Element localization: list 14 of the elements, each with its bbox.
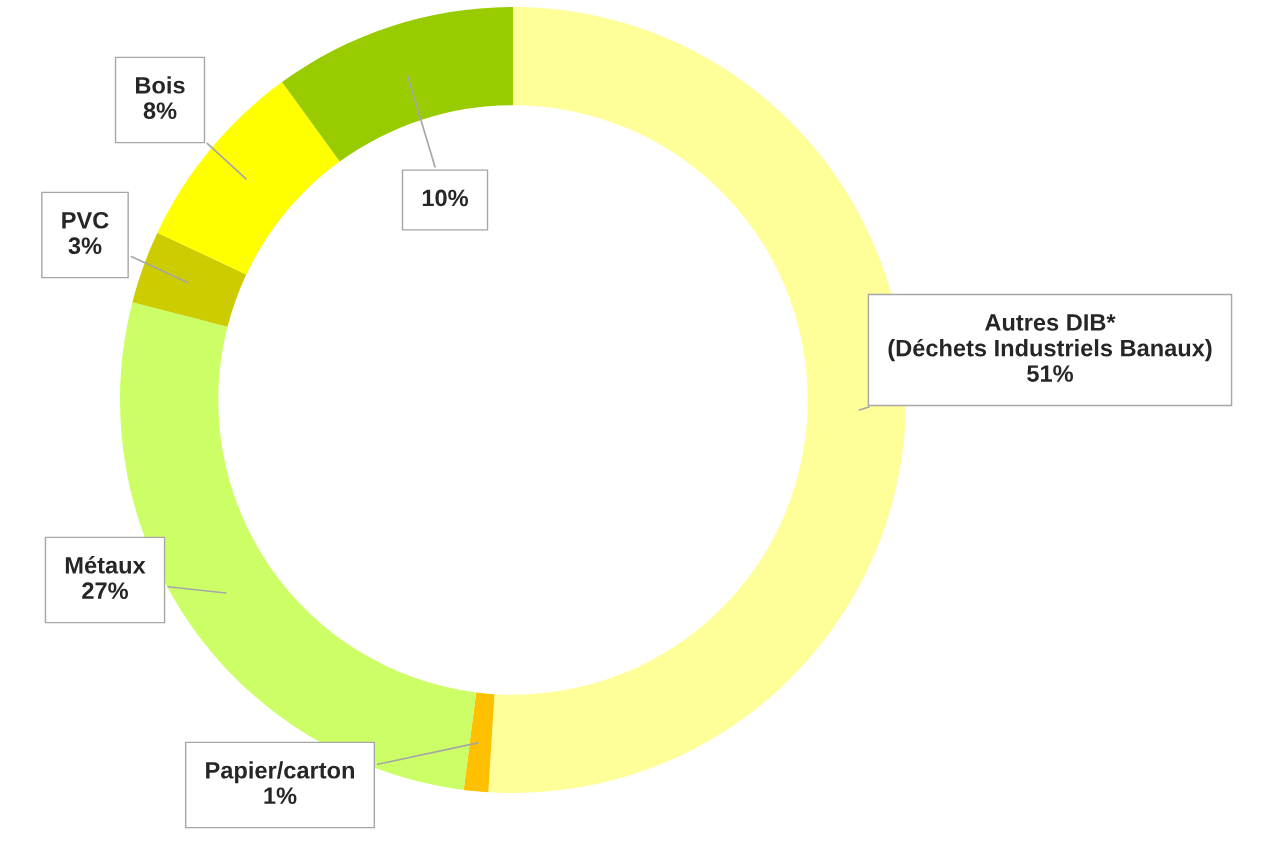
data-label: 3% [68, 237, 102, 255]
donut-slice [282, 7, 513, 162]
donut-slice [463, 692, 495, 793]
slice-label: Papier/carton [206, 761, 354, 784]
slice-label: Bois [136, 76, 185, 94]
slice-label: Métaux [65, 556, 146, 574]
donut-slice [132, 232, 247, 327]
data-label: 1% [264, 787, 297, 805]
data-label: 27% [82, 582, 129, 600]
slice-label: PVC [62, 211, 109, 229]
data-label: 10% [422, 189, 469, 207]
data-label: 51% [1027, 365, 1074, 382]
slice-label: Autres DIB* (Déchets Industriels Banaux) [888, 314, 1212, 362]
data-label: 8% [143, 102, 177, 120]
